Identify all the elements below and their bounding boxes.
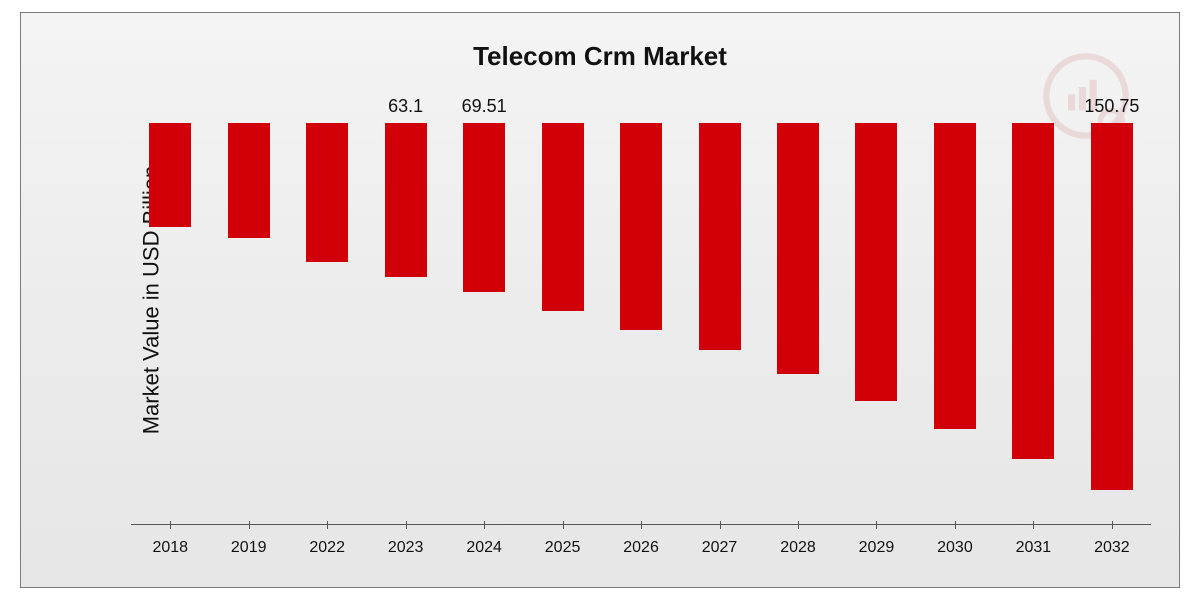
bar bbox=[620, 123, 662, 330]
x-tick bbox=[484, 521, 485, 529]
x-tick bbox=[1112, 521, 1113, 529]
x-axis-tick-label: 2023 bbox=[366, 539, 444, 557]
x-axis-tick-label: 2032 bbox=[1073, 539, 1151, 557]
x-tick bbox=[641, 521, 642, 529]
x-axis-tick-label: 2027 bbox=[680, 539, 758, 557]
bar bbox=[855, 123, 897, 401]
x-tick bbox=[720, 521, 721, 529]
bar: 63.1 bbox=[385, 123, 427, 277]
bar bbox=[1012, 123, 1054, 459]
bar-slot: 63.1 bbox=[366, 123, 444, 525]
x-tick bbox=[563, 521, 564, 529]
bars-container: 63.1 69.51 150.75 bbox=[131, 123, 1151, 525]
x-axis-tick-label: 2024 bbox=[445, 539, 523, 557]
bar-slot bbox=[994, 123, 1072, 525]
x-axis-line bbox=[131, 524, 1151, 525]
bar bbox=[934, 123, 976, 429]
bar-slot: 69.51 bbox=[445, 123, 523, 525]
bar-slot bbox=[209, 123, 287, 525]
x-axis-tick-label: 2019 bbox=[209, 539, 287, 557]
bar bbox=[149, 123, 191, 227]
bar-slot: 150.75 bbox=[1073, 123, 1151, 525]
bar bbox=[542, 123, 584, 311]
bar-slot bbox=[131, 123, 209, 525]
bar bbox=[699, 123, 741, 350]
bar: 69.51 bbox=[463, 123, 505, 292]
bar-slot bbox=[916, 123, 994, 525]
bar-slot bbox=[680, 123, 758, 525]
x-tick bbox=[170, 521, 171, 529]
bar-slot bbox=[523, 123, 601, 525]
x-axis-tick-label: 2031 bbox=[994, 539, 1072, 557]
plot-area: 63.1 69.51 150.75 bbox=[131, 123, 1151, 525]
x-axis-tick-label: 2029 bbox=[837, 539, 915, 557]
x-axis-tick-label: 2028 bbox=[759, 539, 837, 557]
x-tick bbox=[876, 521, 877, 529]
x-tick bbox=[955, 521, 956, 529]
bar: 150.75 bbox=[1091, 123, 1133, 490]
bar-slot bbox=[759, 123, 837, 525]
x-axis-labels: 2018201920222023202420252026202720282029… bbox=[131, 539, 1151, 557]
bar-slot bbox=[602, 123, 680, 525]
chart-frame: Telecom Crm Market Market Value in USD B… bbox=[20, 12, 1180, 588]
x-tick bbox=[1033, 521, 1034, 529]
x-axis-tick-label: 2030 bbox=[916, 539, 994, 557]
x-axis-tick-label: 2026 bbox=[602, 539, 680, 557]
x-tick bbox=[249, 521, 250, 529]
bar-value-label: 69.51 bbox=[462, 96, 507, 117]
bar bbox=[777, 123, 819, 374]
bar-slot bbox=[837, 123, 915, 525]
bar bbox=[306, 123, 348, 262]
bar-value-label: 63.1 bbox=[388, 96, 423, 117]
x-axis-tick-label: 2025 bbox=[523, 539, 601, 557]
chart-title: Telecom Crm Market bbox=[21, 41, 1179, 72]
x-tick bbox=[798, 521, 799, 529]
x-axis-tick-label: 2018 bbox=[131, 539, 209, 557]
x-axis-tick-label: 2022 bbox=[288, 539, 366, 557]
x-tick bbox=[406, 521, 407, 529]
bar-slot bbox=[288, 123, 366, 525]
x-tick bbox=[327, 521, 328, 529]
bar-value-label: 150.75 bbox=[1084, 96, 1139, 117]
bar bbox=[228, 123, 270, 238]
